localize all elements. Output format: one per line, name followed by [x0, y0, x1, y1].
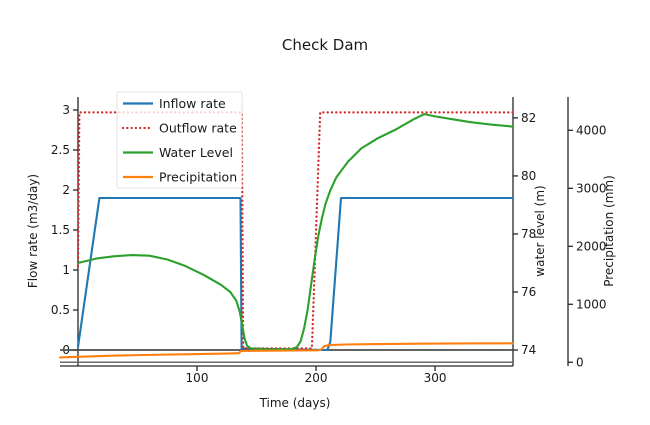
- flow-tick-label: 2: [62, 183, 70, 197]
- x-axis-title: Time (days): [259, 396, 331, 410]
- legend-item-water-level: Water Level: [123, 145, 233, 160]
- chart-title: Check Dam: [282, 36, 368, 54]
- series-layer: [59, 111, 515, 359]
- flow-tick-label: 0.5: [51, 303, 70, 317]
- precipitation-tick-label: 0: [576, 355, 584, 369]
- precipitation-tick-label: 2000: [576, 239, 607, 253]
- legend-item-inflow: Inflow rate: [123, 96, 226, 111]
- legend-item-precipitation: Precipitation: [123, 169, 237, 184]
- legend-label-precipitation: Precipitation: [159, 169, 237, 184]
- water-level-tick-label: 82: [521, 111, 536, 125]
- flow-tick-label: 1.5: [51, 223, 70, 237]
- flow-tick-label: 1: [62, 263, 70, 277]
- precipitation-tick-label: 3000: [576, 181, 607, 195]
- x-tick-label: 300: [424, 371, 447, 385]
- x-tick-label: 200: [305, 371, 328, 385]
- water-level-tick-label: 76: [521, 285, 536, 299]
- water-level-axis-title: water level (m): [533, 185, 547, 276]
- legend-label-water-level: Water Level: [159, 145, 233, 160]
- precipitation-axis-title: Precipitation (mm): [602, 175, 616, 287]
- flow-axis-title: Flow rate (m3/day): [26, 174, 40, 288]
- axes-layer: 100 200 3000 0.5 1 1.5 2 2.5 3 74 76 78 80 82 0 1000 200…: [51, 97, 607, 385]
- x-tick-label: 100: [186, 371, 209, 385]
- legend: Inflow rate Outflow rate Water Level Pre…: [116, 91, 243, 189]
- water-level-tick-label: 74: [521, 343, 536, 357]
- flow-tick-label: 3: [62, 103, 70, 117]
- legend-box: [116, 91, 243, 189]
- flow-tick-label: 2.5: [51, 143, 70, 157]
- precipitation-tick-label: 4000: [576, 123, 607, 137]
- inflow-rate-line: [76, 196, 515, 352]
- outflow-rate-line: [76, 111, 515, 350]
- legend-item-outflow: Outflow rate: [121, 120, 237, 135]
- precipitation-line: [59, 342, 515, 359]
- precipitation-tick-label: 1000: [576, 297, 607, 311]
- legend-label-inflow: Inflow rate: [159, 96, 226, 111]
- water-level-tick-label: 78: [521, 227, 536, 241]
- legend-label-outflow: Outflow rate: [159, 120, 237, 135]
- water-level-line: [76, 113, 515, 351]
- water-level-tick-label: 80: [521, 169, 536, 183]
